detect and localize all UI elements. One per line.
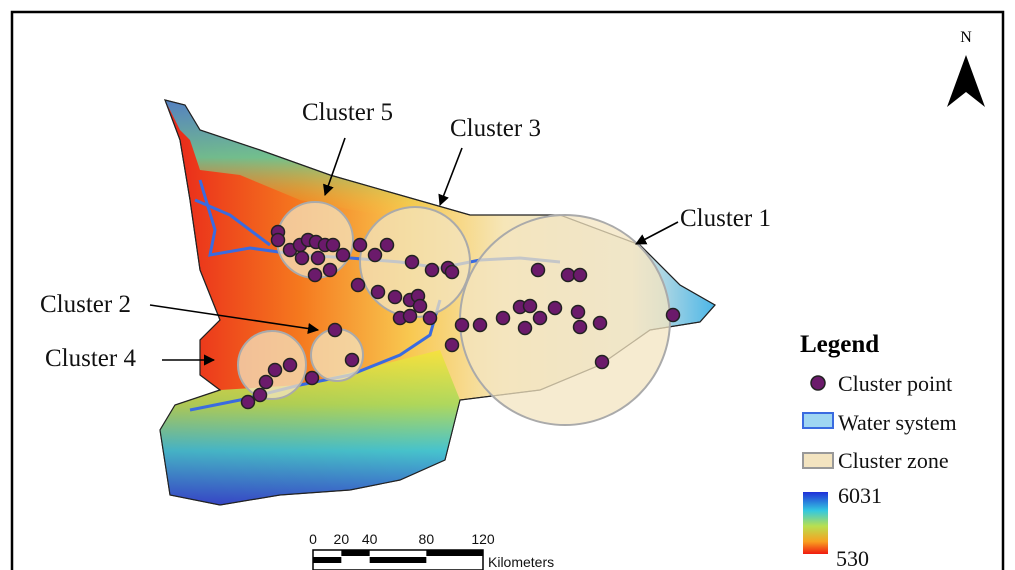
cluster-point [667, 309, 680, 322]
legend-item: Cluster zone [838, 448, 949, 473]
cluster-point [324, 264, 337, 277]
cluster-point [596, 356, 609, 369]
scale-segment [370, 557, 427, 563]
legend-item: Water system [838, 410, 957, 435]
cluster-point [426, 264, 439, 277]
cluster-point [272, 234, 285, 247]
elevation-ramp [803, 492, 828, 554]
cluster-point [327, 239, 340, 252]
cluster-point [474, 319, 487, 332]
cluster-point [242, 396, 255, 409]
cluster-point [389, 291, 402, 304]
cluster-point [424, 312, 437, 325]
cluster-point [404, 310, 417, 323]
cluster-point [352, 279, 365, 292]
scale-tick-label: 40 [362, 531, 378, 547]
cluster-point [446, 339, 459, 352]
cluster-point [312, 252, 325, 265]
cluster-point [296, 252, 309, 265]
cluster-point [372, 286, 385, 299]
cluster-point [549, 302, 562, 315]
cluster-point [414, 300, 427, 313]
cluster-point [524, 300, 537, 313]
scale-segment [313, 557, 341, 563]
scale-unit: Kilometers [488, 554, 554, 570]
cluster-point [574, 269, 587, 282]
cluster-label: Cluster 2 [40, 291, 131, 318]
cluster-point [534, 312, 547, 325]
map-figure: Cluster 5 Cluster 3 Cluster 1 Cluster 2 … [0, 0, 1015, 570]
elevation-max: 6031 [838, 483, 882, 508]
scale-tick-label: 120 [471, 531, 495, 547]
cluster-point [329, 324, 342, 337]
cluster-point [574, 321, 587, 334]
cluster-point [269, 364, 282, 377]
scale-segment [341, 550, 369, 556]
legend-point [811, 376, 825, 390]
cluster-point [456, 319, 469, 332]
cluster-label: Cluster 5 [302, 99, 393, 126]
cluster-point [497, 312, 510, 325]
cluster-point [532, 264, 545, 277]
scale-segment [426, 550, 483, 556]
cluster-label: Cluster 3 [450, 115, 541, 142]
cluster-point [354, 239, 367, 252]
cluster-point [309, 269, 322, 282]
cluster-point [369, 249, 382, 262]
cluster-point [446, 266, 459, 279]
legend-title: Legend [800, 331, 879, 358]
legend-water [803, 413, 833, 428]
cluster-point [572, 306, 585, 319]
north-arrow [947, 55, 985, 107]
north-label: N [960, 29, 972, 46]
legend-item: Cluster point [838, 371, 952, 396]
cluster-point [594, 317, 607, 330]
cluster-point [260, 376, 273, 389]
cluster-label: Cluster 4 [45, 345, 136, 372]
cluster-point [346, 354, 359, 367]
elevation-min: 530 [836, 546, 869, 570]
cluster-point [562, 269, 575, 282]
cluster-point [254, 389, 267, 402]
cluster-point [519, 322, 532, 335]
cluster-point [406, 256, 419, 269]
cluster-point [284, 359, 297, 372]
legend-zone [803, 453, 833, 468]
cluster-point [381, 239, 394, 252]
cluster-label: Cluster 1 [680, 205, 771, 232]
cluster-point [306, 372, 319, 385]
scale-bar: 0 20 40 80 120 [309, 531, 495, 570]
scale-tick-label: 20 [334, 531, 350, 547]
scale-tick-label: 80 [419, 531, 435, 547]
cluster-point [337, 249, 350, 262]
scale-tick-label: 0 [309, 531, 317, 547]
